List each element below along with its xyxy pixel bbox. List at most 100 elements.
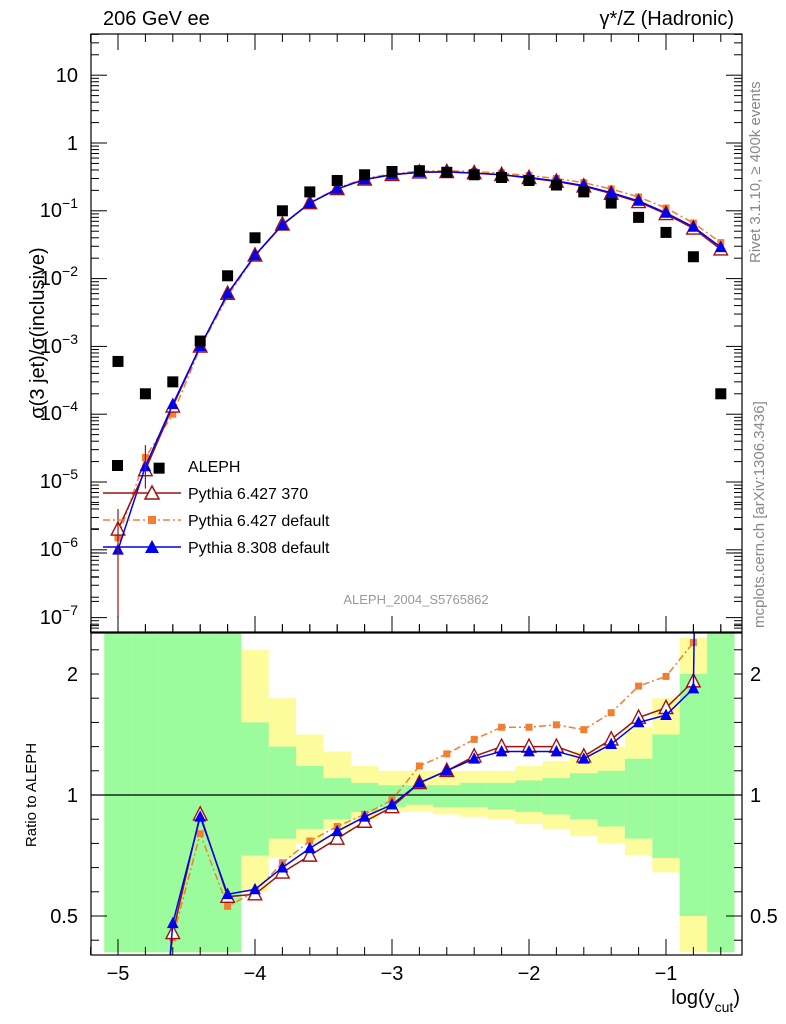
band-green-16 [542,778,571,815]
main-series-group [110,162,729,618]
band-green-6 [268,746,297,839]
main-point-p6-default [169,410,177,418]
main-point-p8-default [303,196,316,208]
x-tick-label-neg5: −5 [107,963,130,985]
ratio-point-p8-default [687,682,700,694]
y-tick-label-1e-6: 10−6 [40,534,78,561]
legend-marker-aleph [112,460,123,471]
ratio-point-p8-default [550,744,563,757]
rivet-version-label: Rivet 3.1.10, ≥ 400k events [747,81,764,263]
ratio-point-p6-370 [329,829,346,845]
legend-label-p6-default: Pythia 6.427 default [188,513,330,530]
ratio-point-p8-default [194,810,207,822]
band-green-2 [159,633,187,953]
main-point-aleph [167,376,179,388]
legend-marker-p8-default [145,540,159,553]
ratio-point-p6-default [306,837,314,845]
ratio-point-p6-default [196,830,204,838]
x-tick-label-neg1: −1 [655,963,678,985]
ratio-tick-1-right: 1 [750,785,761,807]
band-green-4 [213,633,242,953]
ratio-point-p8-default [660,708,672,721]
main-point-p8-default [632,194,645,206]
main-point-aleph [276,205,288,217]
ratio-panel-frame [90,632,743,956]
main-point-aleph [112,355,124,367]
legend-label-p6-370: Pythia 6.427 370 [188,486,308,503]
ratio-y-axis-label: Ratio to ALEPH [23,743,40,847]
main-point-aleph [359,169,371,181]
main-point-aleph [687,251,699,263]
y-tick-label-1e-2: 10−2 [40,263,78,290]
y-tick-label-1e-3: 10−3 [40,331,78,358]
ratio-point-p6-default [607,709,615,717]
ratio-point-p8-default [523,744,535,757]
main-point-aleph [194,335,206,347]
legend-item-p6-default: Pythia 6.427 default [103,513,330,530]
mcplots-label: mcplots.cern.ch [arXiv:1306.3436] [751,401,768,628]
ratio-line-2 [172,642,694,938]
analysis-label: ALEPH_2004_S5765862 [343,592,488,607]
ratio-point-p8-default [249,882,261,895]
band-green-0 [104,633,132,953]
axis-ticks [90,33,742,955]
ratio-tick-2-right: 2 [750,664,761,686]
ratio-point-p8-default [358,810,371,822]
main-y-tick-labels: 10 1 10−1 10−2 10−3 10−4 10−5 10−6 10−7 [40,65,78,629]
y-tick-label-1e-5: 10−5 [40,466,78,493]
x-tick-label-neg2: −2 [518,963,541,985]
ratio-point-p6-default [580,726,588,734]
legend-item-p8-default: Pythia 8.308 default [103,540,330,557]
y-tick-label-1e-7: 10−7 [40,602,78,629]
ratio-point-p6-370 [301,846,318,862]
ratio-point-p8-default [632,715,645,728]
main-point-p8-default [331,182,344,194]
main-point-aleph [139,388,151,400]
x-tick-labels: −5 −4 −3 −2 −1 [107,963,678,985]
main-point-p8-default [276,218,289,230]
main-point-aleph [441,166,453,178]
main-point-aleph [496,171,508,183]
legend-item-aleph: ALEPH [112,459,240,476]
ratio-point-p6-default [525,723,533,731]
ratio-point-p8-default [495,744,508,757]
main-point-p8-default [714,240,727,253]
ratio-tick-2-left: 2 [67,664,78,686]
main-point-p8-default [166,397,179,410]
ratio-point-p8-default [440,764,453,776]
y-tick-label-1: 1 [67,133,78,155]
ratio-point-p8-default [276,861,289,873]
ratio-tick-1-left: 1 [67,785,78,807]
x-axis-label: log(ycut) [671,987,740,1015]
ratio-point-p8-default [331,824,344,837]
ratio-point-p8-default [605,737,618,750]
ratio-point-p8-default [413,776,426,788]
ratio-point-p8-default [303,841,316,854]
main-point-aleph [249,232,261,244]
main-point-aleph [468,169,480,181]
main-point-aleph [550,179,562,191]
main-point-aleph [331,174,343,186]
band-green-3 [186,633,214,953]
ratio-series-group [164,633,702,955]
band-green-22 [707,633,735,953]
main-point-aleph [578,186,590,198]
uncertainty-bands [104,633,735,953]
main-point-p8-default [687,220,700,232]
band-green-1 [131,633,160,953]
main-point-aleph [523,174,535,186]
ratio-point-p8-default [166,916,179,929]
ratio-point-p6-default [443,750,451,758]
band-green-19 [624,758,653,839]
band-green-5 [241,722,269,856]
ratio-point-p8-default [577,752,590,764]
legend-marker-p6-default [148,516,156,524]
x-tick-label-neg4: −4 [244,963,267,985]
legend-marker-p6-370 [143,484,161,500]
header-left: 206 GeV ee [103,8,210,30]
band-green-7 [296,765,324,829]
main-line-2 [117,169,722,539]
main-point-p8-default [660,206,672,218]
main-point-aleph [660,226,672,238]
